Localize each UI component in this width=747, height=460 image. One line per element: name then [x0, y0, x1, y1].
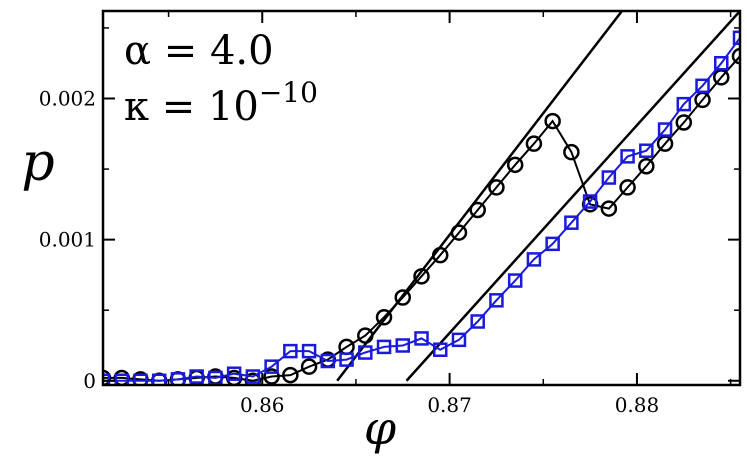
series-2-line [103, 36, 740, 382]
fit-line-2 [405, 11, 740, 382]
series-1-point [357, 327, 374, 344]
series-1-point [506, 156, 524, 174]
kappa-annotation: κ = 10−10 [124, 76, 318, 130]
series-2-point [395, 338, 411, 353]
series-2-point [507, 273, 523, 288]
series-1-point [469, 201, 486, 219]
kappa-base: κ = 10 [124, 84, 259, 130]
series-1-point [619, 179, 636, 196]
series-2-point [564, 215, 579, 230]
series-2-point [732, 30, 740, 46]
series-2-point [676, 96, 692, 112]
series-2-point [301, 343, 317, 359]
series-2-point [695, 78, 710, 94]
series-2-point [545, 236, 560, 252]
series-1-point [413, 268, 430, 285]
kappa-exponent: −10 [259, 76, 318, 109]
series-2-point [358, 345, 373, 360]
x-axis-label: φ [364, 401, 397, 455]
y-tick-label: 0 [83, 369, 96, 393]
series-2-point [320, 353, 336, 369]
fit-lines-layer [336, 11, 740, 382]
series-2-point [526, 252, 542, 267]
series-2-point [245, 369, 261, 384]
series-2-point [133, 373, 148, 385]
series-2-point [489, 293, 504, 308]
series-2-point [264, 359, 279, 374]
series-2-point [189, 369, 204, 384]
series-1-point [544, 112, 561, 130]
series-1-point [375, 309, 393, 326]
series-2-point [283, 343, 298, 359]
series-2-point [432, 342, 448, 357]
series-2-point [114, 373, 129, 385]
series-2-point [582, 194, 598, 209]
series-1-point [488, 179, 505, 196]
y-tick-label: 0.002 [39, 87, 96, 111]
fit-line-1 [336, 11, 623, 382]
series-2-point [639, 143, 654, 158]
y-tick-label: 0.001 [39, 228, 96, 252]
series-1-point [731, 47, 740, 65]
series-1-point [638, 157, 655, 175]
alpha-annotation: α = 4.0 [124, 28, 274, 74]
y-axis-label: p [21, 133, 54, 193]
series-layer [103, 30, 740, 385]
series-1-point [525, 135, 543, 152]
plot-frame [101, 9, 742, 387]
series-2-point [601, 170, 617, 185]
series-2-point [339, 352, 354, 367]
series-2-point [657, 122, 673, 137]
series-2-point [226, 366, 242, 381]
x-tick-label: 0.88 [615, 393, 660, 417]
tick-layer: 0.86 0.87 0.88 0 0.001 0.002 [39, 11, 740, 417]
series-2-point [151, 373, 167, 385]
series-1-point [450, 224, 468, 241]
series-2-point [170, 372, 186, 385]
x-tick-label: 0.86 [240, 393, 285, 417]
series-1-point [600, 200, 618, 217]
x-tick-label: 0.87 [427, 393, 472, 417]
series-2-point [451, 332, 467, 348]
series-1-point [300, 358, 318, 375]
series-1-point [394, 289, 412, 306]
series-2 [103, 30, 740, 385]
series-2-point [376, 339, 392, 355]
series-1-point [675, 114, 693, 131]
series-2-point [714, 55, 729, 71]
series-1-point [431, 246, 449, 264]
series-1-point [263, 368, 280, 385]
series-1-point [282, 366, 299, 384]
series-2-point [620, 149, 635, 164]
series-2-point [470, 314, 485, 329]
series-1-point [563, 143, 580, 161]
series-2-point [414, 331, 429, 346]
